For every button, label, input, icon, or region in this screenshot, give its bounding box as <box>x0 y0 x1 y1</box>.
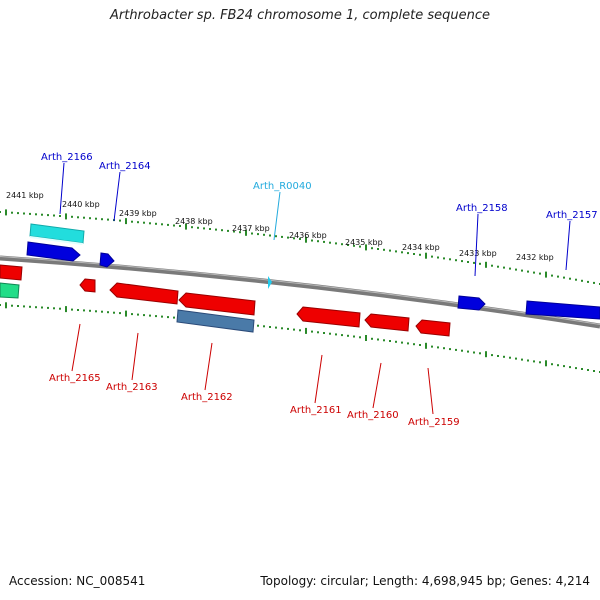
gene-arth-r0040[interactable] <box>268 276 272 289</box>
map-title: Arthrobacter sp. FB24 chromosome 1, comp… <box>109 8 491 23</box>
gene-arth-2159[interactable] <box>415 319 451 337</box>
label-arth-2161[interactable]: Arth_2161 <box>290 405 342 416</box>
upper-scale-ticks <box>0 209 600 285</box>
accession-text: Accession: NC_008541 <box>9 574 146 588</box>
gene-arth-2163[interactable] <box>109 282 179 305</box>
scale-label-2441: 2441 kbp <box>6 191 44 200</box>
scale-label-2436: 2436 kbp <box>289 231 327 240</box>
leader-arth-2158 <box>474 213 479 277</box>
scale-label-2435: 2435 kbp <box>345 238 383 247</box>
leader-arth-r0040 <box>273 191 281 241</box>
leader-arth-2163 <box>131 332 139 381</box>
gene-arth-2158[interactable] <box>457 295 486 311</box>
leader-arth-2160 <box>372 362 382 409</box>
chromosome-backbone <box>0 255 600 329</box>
scale-label-2434: 2434 kbp <box>402 243 440 252</box>
label-arth-2162[interactable]: Arth_2162 <box>181 392 233 403</box>
gene-partial-left-green[interactable] <box>0 282 20 299</box>
leader-arth-2164 <box>113 171 121 222</box>
gene-arth-2164[interactable] <box>99 252 115 268</box>
scale-label-2440: 2440 kbp <box>62 200 100 209</box>
leader-arth-2166 <box>59 162 65 215</box>
label-arth-2158[interactable]: Arth_2158 <box>456 203 508 214</box>
leader-arth-2161 <box>314 354 323 404</box>
scale-label-2432: 2432 kbp <box>516 253 554 262</box>
label-arth-2159[interactable]: Arth_2159 <box>408 417 460 428</box>
label-arth-r0040[interactable]: Arth_R0040 <box>253 181 312 192</box>
scale-label-2437: 2437 kbp <box>232 224 270 233</box>
gene-arth-2162-upper[interactable] <box>178 292 256 316</box>
leader-arth-2165 <box>71 323 81 372</box>
label-arth-2160[interactable]: Arth_2160 <box>347 410 399 421</box>
label-arth-2166[interactable]: Arth_2166 <box>41 152 93 163</box>
gene-arth-2160[interactable] <box>364 313 410 332</box>
label-arth-2163[interactable]: Arth_2163 <box>106 382 158 393</box>
scale-label-2438: 2438 kbp <box>175 217 213 226</box>
leader-arth-2157 <box>565 220 571 271</box>
label-arth-2164[interactable]: Arth_2164 <box>99 161 151 172</box>
gene-arth-2166-shade <box>30 236 83 245</box>
gene-arth-2162[interactable] <box>176 309 255 333</box>
topology-text: Topology: circular; Length: 4,698,945 bp… <box>260 574 590 588</box>
scale-label-2433: 2433 kbp <box>459 249 497 258</box>
leader-arth-2159 <box>427 367 434 415</box>
leader-arth-2162 <box>204 342 213 391</box>
label-arth-2157[interactable]: Arth_2157 <box>546 210 598 221</box>
gene-arth-2164-long[interactable] <box>26 241 81 262</box>
gene-arth-2165[interactable] <box>79 278 96 293</box>
label-arth-2165[interactable]: Arth_2165 <box>49 373 101 384</box>
gene-arth-2161[interactable] <box>296 306 361 328</box>
gene-arth-2157[interactable] <box>525 300 600 320</box>
gene-partial-left-red[interactable] <box>0 264 23 281</box>
scale-label-2439: 2439 kbp <box>119 209 157 218</box>
chromosome-backbone-highlight <box>0 256 600 325</box>
